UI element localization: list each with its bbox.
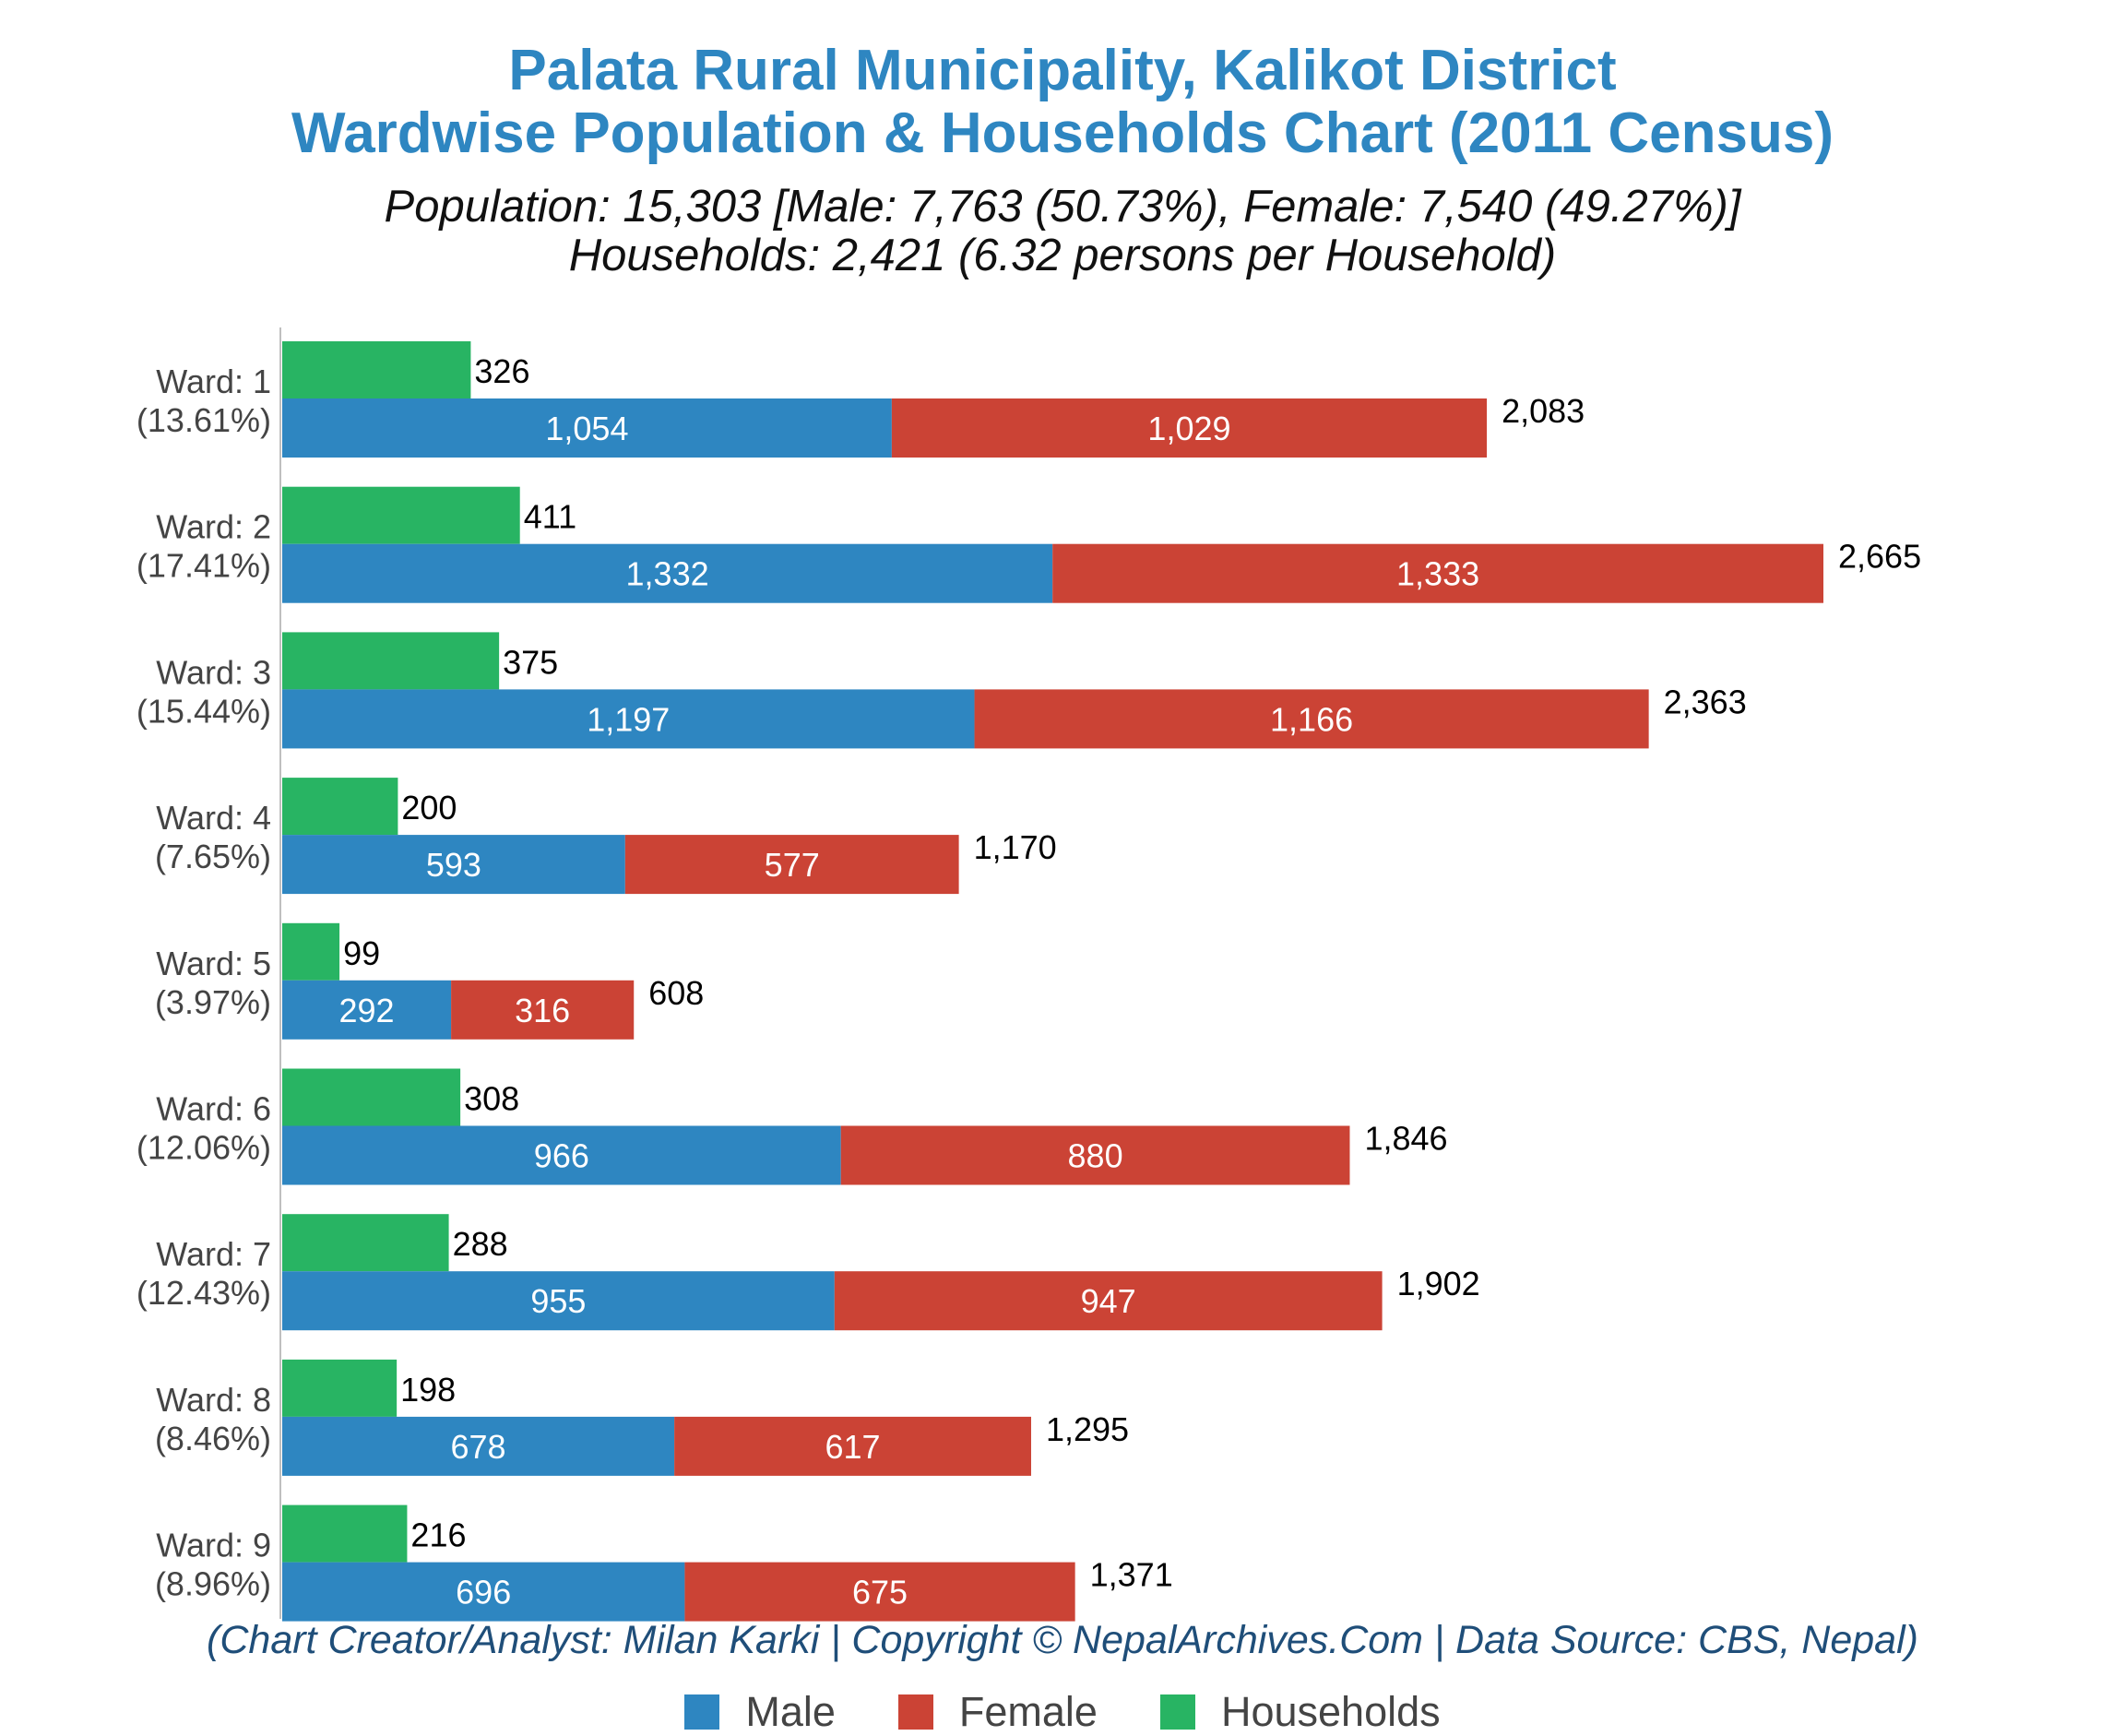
male-bar-1 — [282, 398, 892, 458]
total-label-4: 1,170 — [974, 828, 1057, 866]
female-bar-2 — [1052, 543, 1823, 603]
households-bar-9 — [282, 1504, 408, 1563]
ward-label-5: Ward: 5 — [156, 945, 271, 982]
female-bar-9 — [684, 1562, 1075, 1622]
female-label-8: 617 — [825, 1428, 881, 1466]
total-label-7: 1,902 — [1397, 1265, 1480, 1302]
chart-title-line2: Wardwise Population & Households Chart (… — [291, 101, 1834, 165]
households-bar-5 — [282, 922, 340, 981]
female-bar-1 — [891, 398, 1488, 458]
female-bar-5 — [451, 980, 635, 1040]
chart-legend: Male Female Households — [0, 1688, 2125, 1736]
female-bar-8 — [674, 1416, 1031, 1476]
female-label-2: 1,333 — [1396, 555, 1479, 593]
ward-label-3: Ward: 3 — [156, 653, 271, 691]
households-label-1: 326 — [474, 352, 529, 390]
male-label-7: 955 — [530, 1282, 586, 1320]
legend-swatch-female — [897, 1694, 933, 1730]
female-label-6: 880 — [1068, 1137, 1123, 1175]
legend-item-households: Households — [1159, 1688, 1441, 1736]
female-label-7: 947 — [1081, 1282, 1136, 1320]
male-bar-9 — [282, 1562, 685, 1622]
households-bar-6 — [282, 1068, 461, 1126]
households-bar-1 — [282, 341, 471, 398]
ward-label-1: Ward: 1 — [156, 363, 271, 400]
households-label-6: 308 — [464, 1080, 519, 1118]
chart-title-line1: Palata Rural Municipality, Kalikot Distr… — [508, 39, 1617, 102]
legend-swatch-male — [684, 1694, 720, 1730]
female-label-4: 577 — [765, 846, 820, 884]
households-label-3: 375 — [503, 643, 558, 681]
male-bar-8 — [282, 1416, 675, 1476]
ward-percent-2: (17.41%) — [137, 547, 271, 585]
households-bar-8 — [282, 1359, 398, 1417]
male-label-1: 1,054 — [545, 410, 628, 447]
male-bar-4 — [282, 835, 625, 895]
male-bar-5 — [282, 980, 452, 1040]
households-label-4: 200 — [401, 789, 457, 826]
ward-label-7: Ward: 7 — [156, 1235, 271, 1273]
ward-label-8: Ward: 8 — [156, 1381, 271, 1419]
households-label-8: 198 — [400, 1371, 456, 1409]
female-label-9: 675 — [852, 1574, 908, 1611]
female-bar-6 — [840, 1125, 1350, 1185]
ward-label-6: Ward: 6 — [156, 1090, 271, 1128]
male-label-2: 1,332 — [626, 555, 709, 593]
population-summary: Population: 15,303 [Male: 7,763 (50.73%)… — [384, 182, 1741, 232]
ward-percent-5: (3.97%) — [155, 983, 271, 1021]
ward-label-9: Ward: 9 — [156, 1527, 271, 1564]
chart-credit: (Chart Creator/Analyst: Milan Karki | Co… — [207, 1618, 1918, 1662]
male-label-4: 593 — [426, 846, 481, 884]
households-bar-3 — [282, 632, 500, 690]
male-label-9: 696 — [456, 1574, 511, 1611]
ward-percent-4: (7.65%) — [155, 838, 271, 875]
male-bar-2 — [282, 543, 1053, 603]
households-label-7: 288 — [453, 1225, 508, 1263]
ward-percent-7: (12.43%) — [137, 1274, 271, 1312]
total-label-6: 1,846 — [1364, 1120, 1447, 1158]
households-bar-7 — [282, 1214, 449, 1272]
male-label-3: 1,197 — [587, 700, 670, 738]
ward-percent-9: (8.96%) — [155, 1565, 271, 1603]
legend-item-female: Female — [897, 1688, 1098, 1736]
legend-label-male: Male — [745, 1688, 836, 1735]
female-label-1: 1,029 — [1147, 410, 1230, 447]
households-summary: Households: 2,421 (6.32 persons per Hous… — [568, 231, 1557, 280]
ward-percent-6: (12.06%) — [137, 1129, 271, 1167]
female-label-3: 1,166 — [1270, 700, 1353, 738]
female-bar-4 — [624, 835, 959, 895]
total-label-9: 1,371 — [1090, 1556, 1173, 1594]
male-label-5: 292 — [339, 992, 395, 1029]
female-bar-7 — [834, 1271, 1383, 1331]
male-bar-7 — [282, 1271, 835, 1331]
male-label-8: 678 — [451, 1428, 506, 1466]
legend-label-households: Households — [1220, 1688, 1441, 1735]
households-label-9: 216 — [410, 1516, 466, 1554]
ward-percent-8: (8.46%) — [155, 1420, 271, 1457]
total-label-2: 2,665 — [1838, 538, 1921, 576]
households-bar-2 — [282, 486, 520, 544]
total-label-8: 1,295 — [1046, 1410, 1129, 1448]
female-label-5: 316 — [515, 992, 570, 1029]
households-label-5: 99 — [343, 934, 380, 972]
legend-item-male: Male — [684, 1688, 836, 1736]
male-label-6: 966 — [534, 1137, 589, 1175]
legend-label-female: Female — [958, 1688, 1098, 1735]
total-label-1: 2,083 — [1502, 392, 1585, 430]
male-bar-3 — [282, 689, 975, 749]
households-bar-4 — [282, 778, 398, 836]
female-bar-3 — [974, 689, 1649, 749]
ward-label-2: Ward: 2 — [156, 508, 271, 546]
legend-swatch-households — [1159, 1694, 1195, 1730]
ward-label-4: Ward: 4 — [156, 799, 271, 837]
ward-percent-3: (15.44%) — [137, 692, 271, 730]
ward-percent-1: (13.61%) — [137, 401, 271, 439]
total-label-5: 608 — [648, 974, 704, 1012]
households-label-2: 411 — [524, 498, 576, 536]
total-label-3: 2,363 — [1664, 683, 1747, 720]
male-bar-6 — [282, 1125, 841, 1185]
